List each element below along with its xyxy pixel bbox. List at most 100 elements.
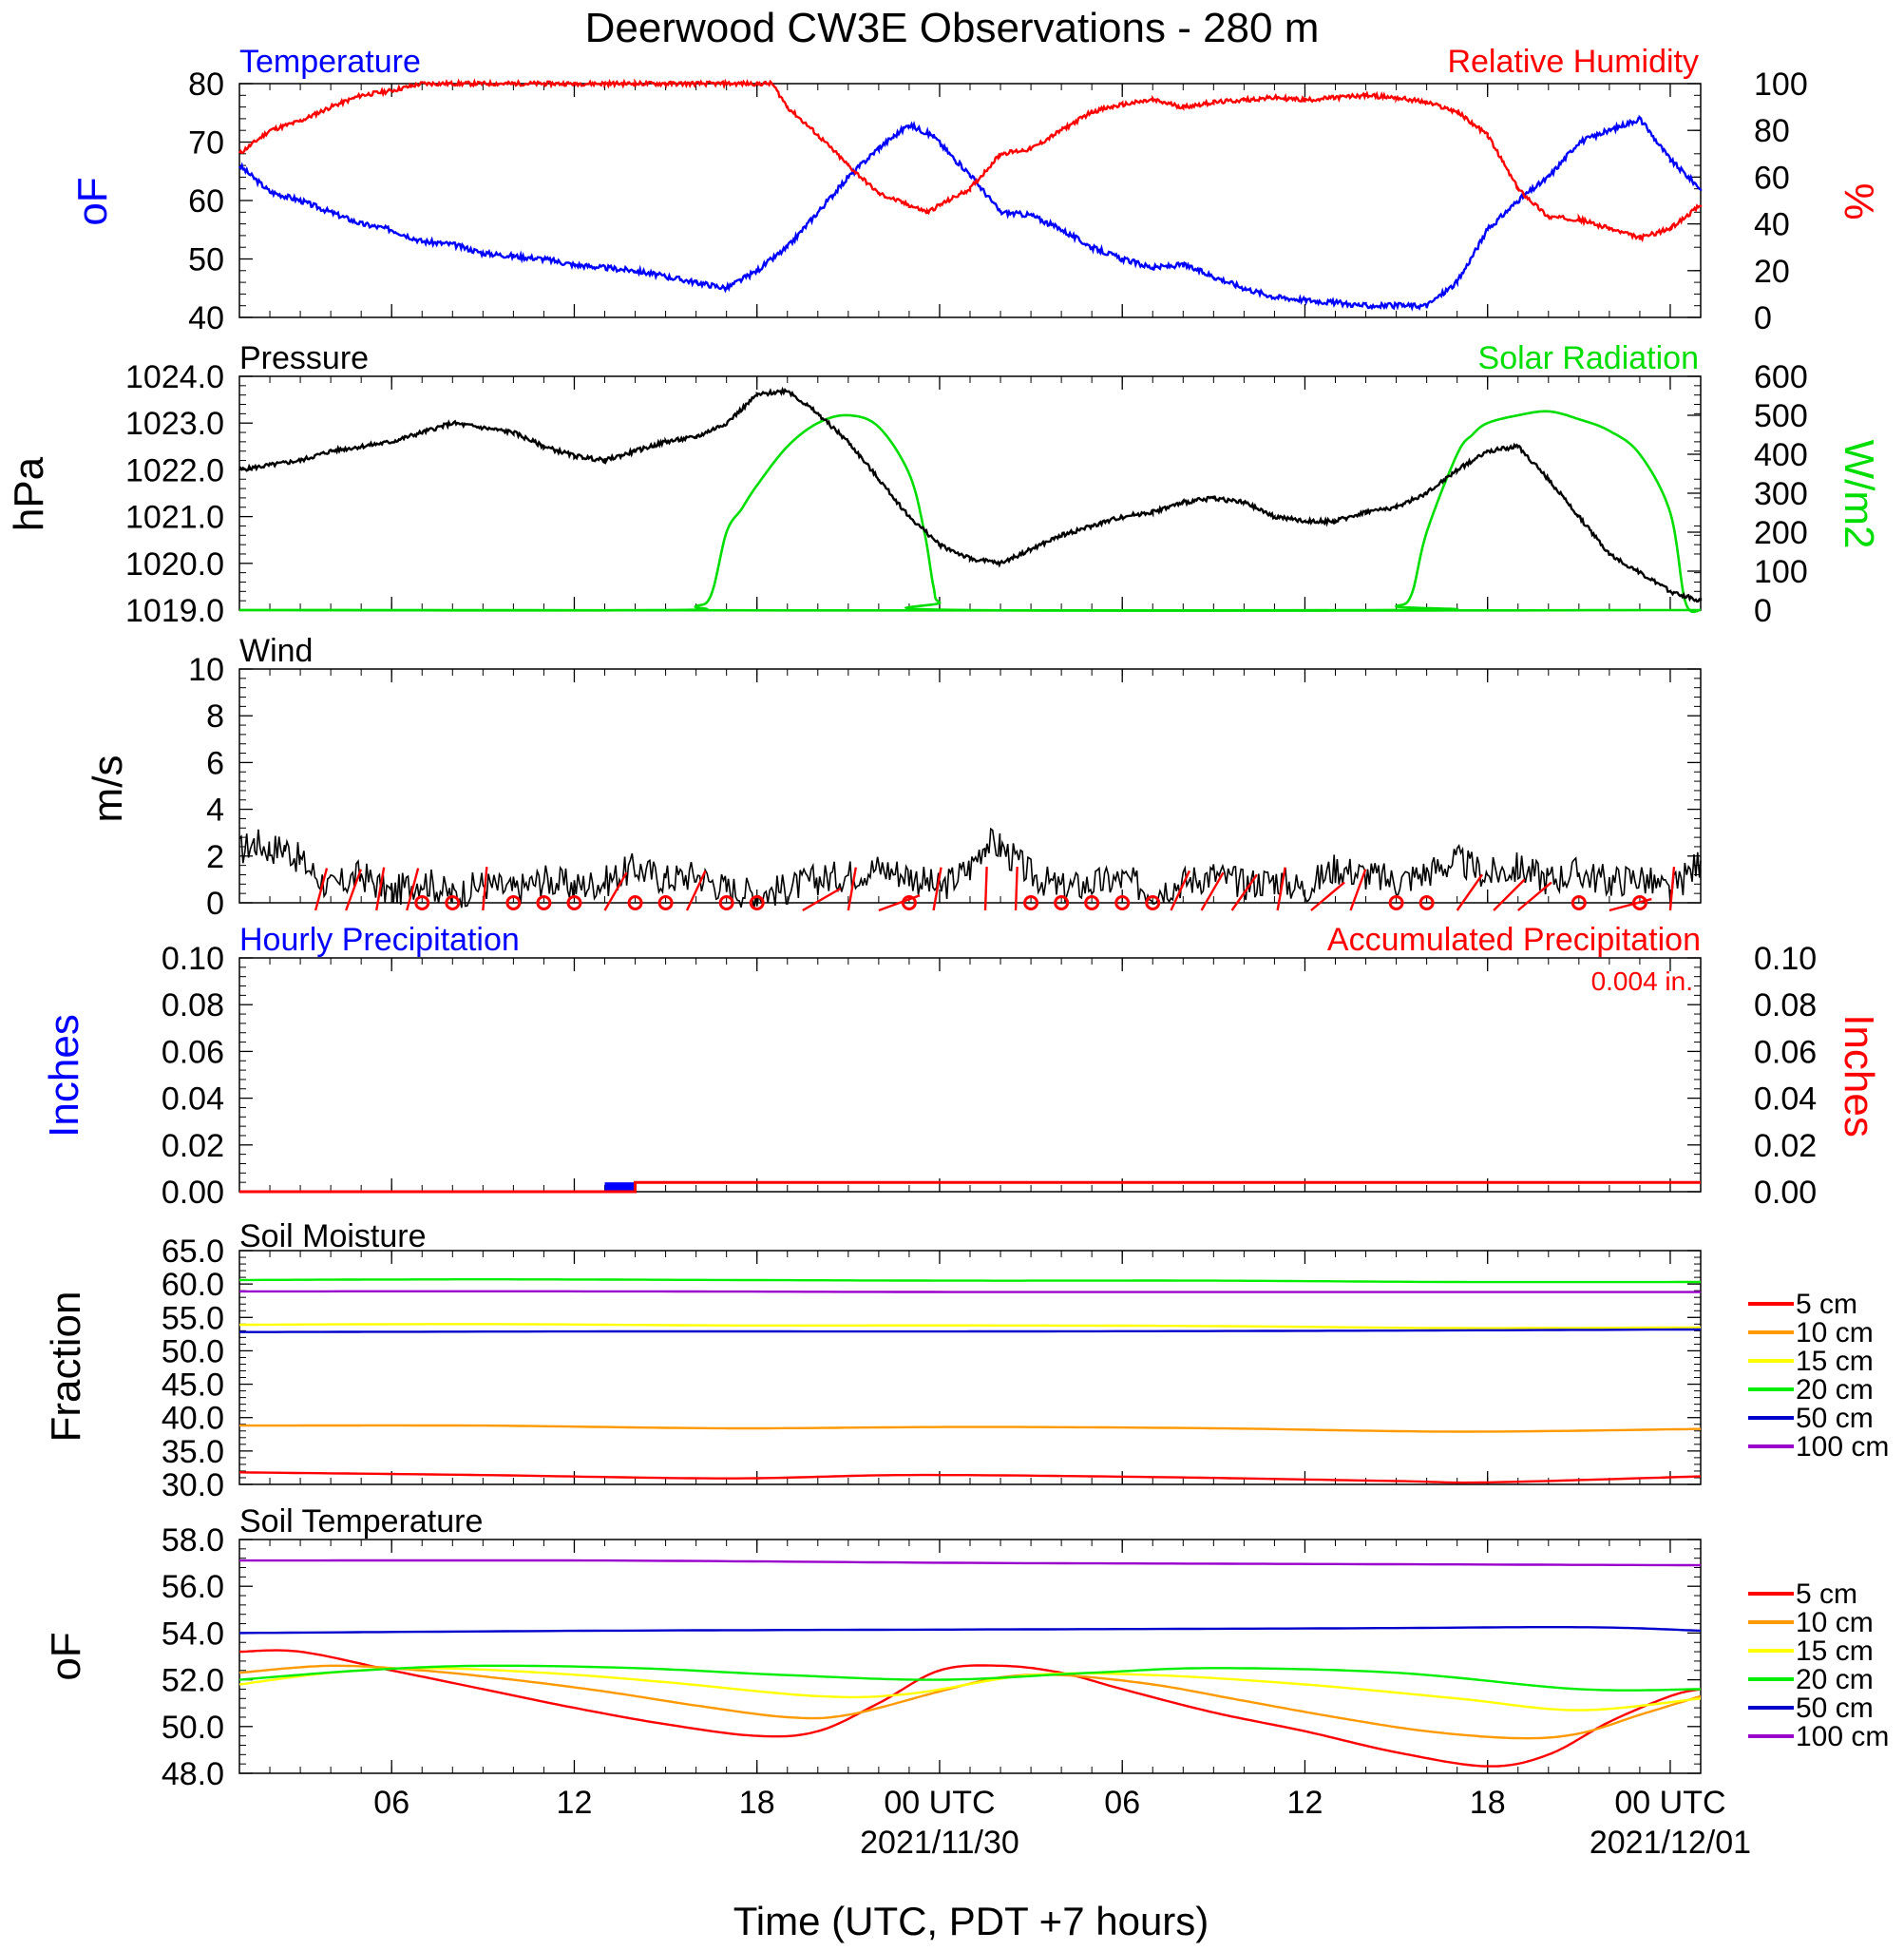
y-tick-label-left: 55.0 bbox=[162, 1300, 224, 1336]
y-tick-label-left: 50 bbox=[188, 242, 224, 278]
precip-total-label: 0.004 in. bbox=[1591, 966, 1693, 996]
legend-label-d10: 10 cm bbox=[1796, 1607, 1874, 1638]
y-tick-label-left: 50.0 bbox=[162, 1333, 224, 1369]
y-tick-label-left: 60 bbox=[188, 183, 224, 220]
humidity-title: Relative Humidity bbox=[1447, 44, 1699, 80]
legend-label-d20: 20 cm bbox=[1796, 1374, 1874, 1406]
solar-title: Solar Radiation bbox=[1478, 340, 1699, 376]
y-tick-label-right: 100 bbox=[1754, 67, 1808, 103]
wind-barb bbox=[375, 867, 386, 911]
y-tick-label-right: 0 bbox=[1754, 300, 1772, 336]
wind-calm-marker bbox=[1084, 895, 1100, 910]
wind-barb bbox=[482, 867, 488, 911]
wind-barb bbox=[802, 887, 842, 912]
panel-frame bbox=[238, 83, 1702, 318]
wind-barb bbox=[1276, 867, 1286, 911]
soil-temperature-line-d5 bbox=[239, 1649, 1702, 1768]
y-tick-label-left: 80 bbox=[188, 67, 224, 103]
solar-line-day2 bbox=[239, 410, 1702, 614]
wind-calm-marker bbox=[627, 895, 643, 910]
soil-moisture-line-d5 bbox=[238, 1471, 1702, 1484]
wind-calm-marker bbox=[749, 895, 765, 910]
wind-calm-marker bbox=[1054, 895, 1070, 910]
pressure-line bbox=[238, 386, 1703, 603]
y-tick-label-left: 0.02 bbox=[162, 1128, 224, 1164]
x-date-label: 2021/11/30 bbox=[860, 1825, 1019, 1861]
y-tick-label-right: 300 bbox=[1754, 476, 1808, 512]
soil-temperature-axis-label: oF bbox=[43, 1632, 89, 1680]
soil-moisture-line-d10 bbox=[239, 1424, 1701, 1433]
y-tick-label-right: 60 bbox=[1754, 160, 1790, 196]
panel-frame bbox=[238, 375, 1702, 611]
wind-barb bbox=[345, 869, 363, 911]
soil-moisture-line-d15 bbox=[239, 1323, 1702, 1329]
legend-label-d10: 10 cm bbox=[1796, 1317, 1874, 1348]
wind-calm-marker bbox=[414, 895, 430, 910]
wind-barb bbox=[1516, 881, 1552, 911]
wind-calm-marker bbox=[1631, 895, 1647, 910]
y-tick-label-left: 60.0 bbox=[162, 1267, 224, 1303]
legend-label-d100: 100 cm bbox=[1796, 1431, 1889, 1463]
y-tick-label-right: 0.06 bbox=[1754, 1034, 1817, 1070]
humidity-axis-label: % bbox=[1836, 182, 1882, 220]
y-tick-label-left: 52.0 bbox=[162, 1663, 224, 1699]
wind-barb bbox=[1200, 871, 1225, 911]
y-tick-label-right: 500 bbox=[1754, 398, 1808, 434]
y-tick-label-left: 45.0 bbox=[162, 1368, 224, 1404]
wind-barb bbox=[603, 871, 628, 911]
accum-precip-line bbox=[239, 1180, 1701, 1194]
wind-calm-marker bbox=[1114, 895, 1131, 910]
y-tick-label-left: 8 bbox=[206, 698, 224, 735]
legend-label-d5: 5 cm bbox=[1796, 1289, 1857, 1320]
y-tick-label-left: 4 bbox=[206, 793, 224, 829]
y-tick-label-right: 0.10 bbox=[1754, 941, 1817, 977]
wind-barb bbox=[1456, 873, 1484, 911]
chart-title: Deerwood CW3E Observations - 280 m bbox=[585, 5, 1320, 51]
solar-axis-label: W/m2 bbox=[1836, 440, 1882, 549]
y-tick-label-left: 1019.0 bbox=[125, 593, 224, 629]
hourly-precip-bar bbox=[604, 1182, 636, 1192]
soil-temperature-line-d100 bbox=[239, 1559, 1702, 1567]
x-tick-label: 00 UTC bbox=[884, 1785, 995, 1821]
y-tick-label-left: 1020.0 bbox=[125, 546, 224, 583]
y-tick-label-right: 100 bbox=[1754, 554, 1808, 590]
soil-moisture-line-d100 bbox=[239, 1290, 1701, 1293]
y-tick-label-left: 0.10 bbox=[162, 941, 224, 977]
y-tick-label-left: 30.0 bbox=[162, 1467, 224, 1503]
wind-barb bbox=[1493, 878, 1526, 911]
panel-frame bbox=[238, 1539, 1702, 1774]
y-tick-label-left: 70 bbox=[188, 125, 224, 162]
x-axis-label: Time (UTC, PDT +7 hours) bbox=[733, 1899, 1209, 1943]
panel-temperature_humidity: 40 50 60 70 80 0 20 40 60 80 100 oF% bbox=[69, 67, 1882, 336]
y-tick-label-right: 20 bbox=[1754, 254, 1790, 290]
y-tick-label-left: 6 bbox=[206, 745, 224, 781]
wind-barb bbox=[685, 870, 707, 911]
soil-temperature-line-d50 bbox=[238, 1626, 1702, 1635]
y-tick-label-right: 600 bbox=[1754, 359, 1808, 395]
panel-wind: 0 2 4 6 8 10 bbox=[188, 652, 1702, 922]
precip-left-axis-label: Inches bbox=[41, 1014, 87, 1138]
wind-calm-marker bbox=[536, 895, 552, 910]
hourly-precip-title: Hourly Precipitation bbox=[239, 922, 520, 958]
y-tick-label-left: 65.0 bbox=[162, 1234, 224, 1270]
y-tick-label-right: 80 bbox=[1754, 113, 1790, 149]
y-tick-label-left: 0.06 bbox=[162, 1034, 224, 1070]
panel-soil_moisture: 30.035.040.045.050.055.060.065.0 bbox=[162, 1234, 1702, 1503]
wind-barb bbox=[1668, 867, 1676, 911]
y-tick-label-left: 1023.0 bbox=[125, 406, 224, 442]
legend-label-d50: 50 cm bbox=[1796, 1693, 1874, 1724]
y-tick-label-left: 1021.0 bbox=[125, 500, 224, 536]
panel-precipitation: 0.00 0.02 0.04 0.06 0.08 0.10 0.00 0.02 0.04 0.06… bbox=[162, 941, 1817, 1211]
pressure-axis-label: hPa bbox=[6, 456, 52, 531]
soil-temperature-line-d20 bbox=[238, 1664, 1702, 1692]
precip-right-axis-label: Inches bbox=[1836, 1014, 1882, 1138]
temperature-axis-label: oF bbox=[69, 177, 116, 225]
wind-axis-label: m/s bbox=[85, 756, 131, 823]
y-tick-label-left: 40.0 bbox=[162, 1401, 224, 1437]
y-tick-label-right: 0.08 bbox=[1754, 987, 1817, 1023]
legend-label-d100: 100 cm bbox=[1796, 1721, 1889, 1752]
accum-precip-title: Accumulated Precipitation bbox=[1327, 922, 1701, 958]
